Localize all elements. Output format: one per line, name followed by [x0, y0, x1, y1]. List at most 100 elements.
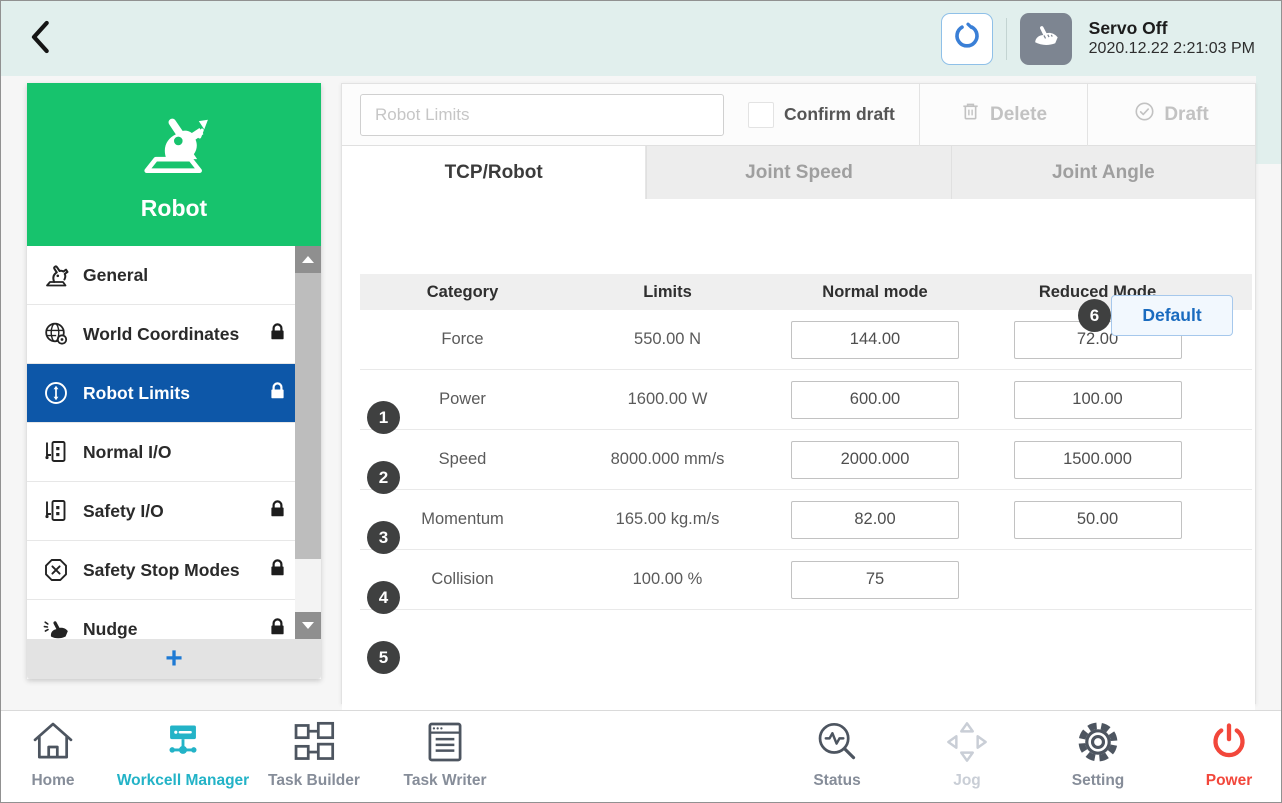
gripper-icon: [950, 19, 984, 58]
home-icon: [30, 719, 76, 770]
sidebar-item-robot-limits[interactable]: Robot Limits: [27, 364, 295, 423]
robot-category-card[interactable]: Robot: [27, 83, 321, 246]
annotation-badge-4: 4: [367, 581, 400, 614]
sidebar-scrollbar[interactable]: [295, 246, 321, 639]
globe-icon: [41, 320, 71, 348]
table-row-momentum: Momentum 165.00 kg.m/s: [360, 490, 1252, 550]
servo-status-text: Servo Off: [1088, 17, 1168, 38]
lock-icon: [270, 323, 285, 346]
jog-dpad-icon: [944, 719, 990, 770]
normal-mode-input[interactable]: [791, 320, 959, 359]
limit-cell: 8000.000 mm/s: [610, 450, 725, 468]
sidebar-item-label: Normal I/O: [83, 441, 172, 462]
gear-icon: [1075, 719, 1121, 770]
io-icon: [41, 438, 71, 466]
background-strip: [1256, 76, 1281, 164]
io-icon: [41, 497, 71, 525]
nav-label: Task Writer: [403, 772, 487, 789]
normal-mode-input[interactable]: [791, 500, 959, 539]
nav-workcell-manager[interactable]: Workcell Manager: [98, 719, 268, 790]
sidebar-item-nudge[interactable]: Nudge: [27, 600, 295, 639]
lock-icon: [270, 618, 285, 640]
lock-icon: [270, 559, 285, 582]
default-button[interactable]: Default: [1111, 295, 1233, 336]
robot-arm-large-icon: [144, 118, 208, 174]
check-circle-icon: [1134, 101, 1155, 128]
add-workcell-item-button[interactable]: +: [27, 639, 321, 679]
sidebar-item-label: Safety I/O: [83, 500, 164, 521]
header-normal-mode: Normal mode: [822, 282, 928, 301]
annotation-badge-2: 2: [367, 461, 400, 494]
normal-mode-input[interactable]: [791, 380, 959, 419]
power-icon: [1206, 719, 1252, 770]
normal-mode-input[interactable]: [791, 440, 959, 479]
nav-setting[interactable]: Setting: [1013, 719, 1183, 790]
sidebar-item-safety-stop-modes[interactable]: Safety Stop Modes: [27, 541, 295, 600]
nav-jog[interactable]: Jog: [882, 719, 1052, 790]
tab-joint-angle[interactable]: Joint Angle: [950, 146, 1255, 199]
nav-status[interactable]: Status: [752, 719, 922, 790]
header-category: Category: [426, 282, 499, 301]
back-button[interactable]: [19, 16, 65, 62]
scroll-up-arrow[interactable]: [295, 246, 321, 273]
nav-label: Setting: [1071, 772, 1125, 789]
category-cell: Power: [439, 390, 486, 408]
sidebar-item-label: Nudge: [83, 618, 138, 639]
confirm-draft-group: Confirm draft: [748, 101, 895, 128]
nav-power[interactable]: Power: [1144, 719, 1281, 790]
draft-button-label: Draft: [1164, 103, 1209, 125]
limit-cell: 165.00 kg.m/s: [615, 510, 720, 528]
scrollbar-thumb[interactable]: [295, 273, 321, 559]
nav-task-builder[interactable]: Task Builder: [229, 719, 399, 790]
sidebar-item-normal-io[interactable]: Normal I/O: [27, 423, 295, 482]
sidebar-item-general[interactable]: General: [27, 246, 295, 305]
item-name-input[interactable]: [360, 93, 724, 136]
nav-label: Status: [813, 772, 861, 789]
tab-tcp-robot[interactable]: TCP/Robot: [342, 146, 647, 199]
nav-label: Home: [31, 772, 75, 789]
workcell-sidebar: Robot General: [27, 83, 321, 679]
annotation-badge-3: 3: [367, 521, 400, 554]
normal-mode-input[interactable]: [791, 560, 959, 599]
panel-toolbar: Confirm draft Delete: [342, 83, 1255, 146]
category-cell: Momentum: [421, 510, 504, 528]
category-cell: Force: [441, 330, 484, 348]
reduced-mode-input[interactable]: [1013, 500, 1182, 539]
limits-icon: [41, 379, 71, 407]
sidebar-item-world-coordinates[interactable]: World Coordinates: [27, 305, 295, 364]
back-chevron-icon: [22, 17, 62, 60]
robot-card-title: Robot: [140, 195, 208, 221]
sidebar-item-safety-io[interactable]: Safety I/O: [27, 482, 295, 541]
nav-home[interactable]: Home: [1, 719, 138, 790]
table-row-power: Power 1600.00 W: [360, 370, 1252, 430]
workcell-manager-icon: [160, 719, 206, 770]
status-pulse-icon: [814, 719, 860, 770]
nav-label: Task Builder: [268, 772, 360, 789]
lock-icon: [270, 382, 285, 405]
limit-cell: 550.00 N: [634, 330, 701, 348]
robot-limits-panel: Confirm draft Delete: [341, 83, 1256, 780]
annotation-badge-5: 5: [367, 641, 400, 674]
bottom-nav-bar: Home Workcell Manager: [1, 710, 1281, 802]
nav-task-writer[interactable]: Task Writer: [360, 719, 530, 790]
table-row-speed: Speed 8000.000 mm/s: [360, 430, 1252, 490]
gripper-status-button[interactable]: [940, 12, 993, 65]
sidebar-menu: General World Coordinates: [27, 246, 321, 639]
top-bar: Servo Off 2020.12.22 2:21:03 PM: [1, 1, 1281, 76]
table-row-collision: Collision 100.00 %: [360, 550, 1252, 610]
scroll-down-arrow[interactable]: [295, 612, 321, 639]
hand-guide-button[interactable]: [1019, 12, 1072, 65]
reduced-mode-input[interactable]: [1013, 440, 1182, 479]
confirm-draft-checkbox[interactable]: [748, 101, 774, 128]
tab-joint-speed[interactable]: Joint Speed: [646, 146, 951, 199]
nudge-hand-icon: [41, 615, 71, 639]
sidebar-item-label: World Coordinates: [83, 323, 240, 344]
reduced-mode-input[interactable]: [1013, 380, 1182, 419]
annotation-badge-6: 6: [1078, 299, 1111, 332]
delete-button[interactable]: Delete: [919, 83, 1087, 146]
trash-icon: [960, 101, 981, 128]
nav-label: Power: [1205, 772, 1253, 789]
draft-button[interactable]: Draft: [1087, 83, 1255, 146]
limit-cell: 1600.00 W: [627, 390, 708, 408]
